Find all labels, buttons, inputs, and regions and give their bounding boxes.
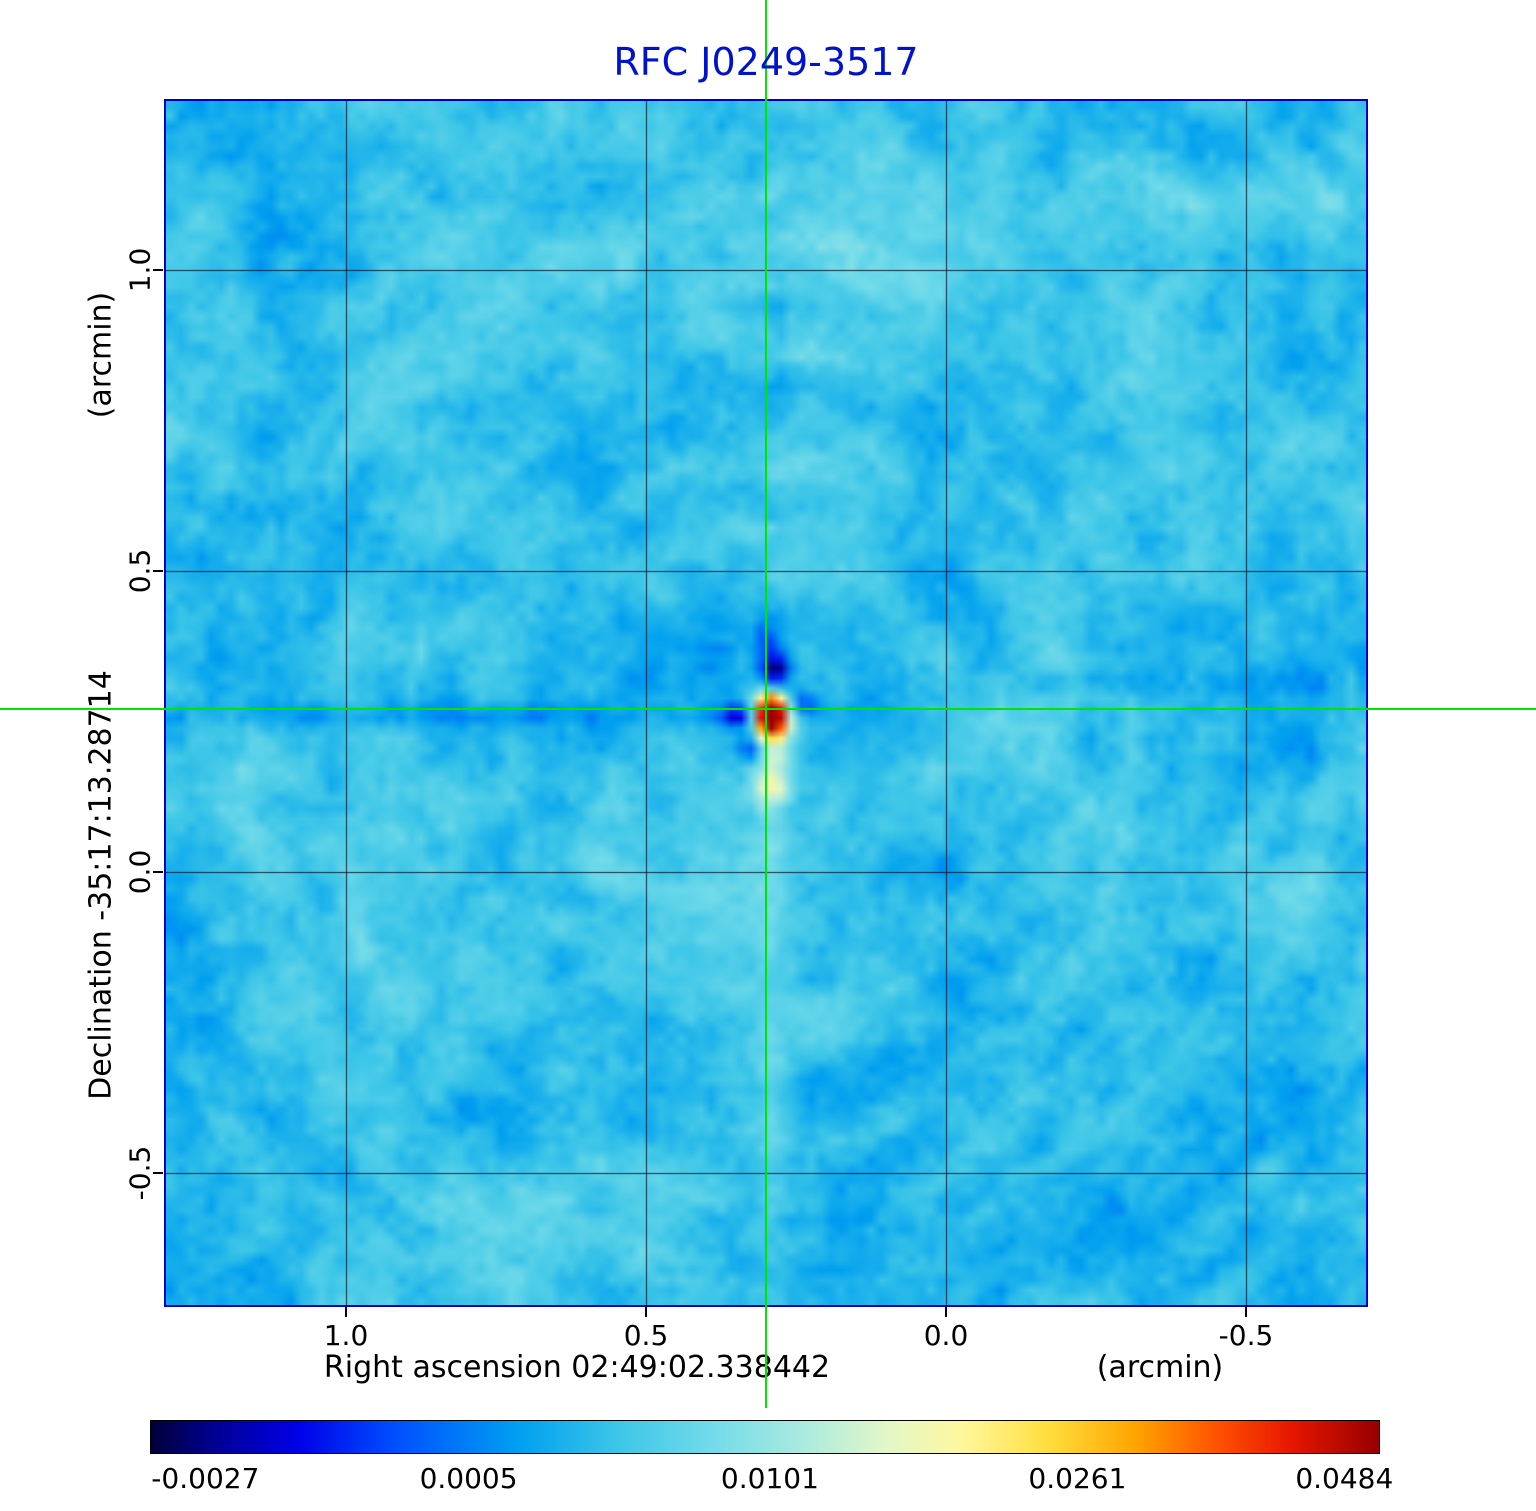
x-tick-mark [1245, 1307, 1247, 1317]
y-axis-unit-label: (arcmin) [83, 291, 119, 419]
colorbar-tick-label: -0.0027 [151, 1462, 260, 1495]
y-tick-label: 0.5 [123, 548, 157, 593]
x-tick-label: 0.0 [923, 1319, 969, 1352]
x-tick-label: 0.5 [623, 1319, 669, 1352]
x-tick-label: -0.5 [1218, 1319, 1274, 1352]
colorbar [150, 1420, 1380, 1454]
colorbar-tick-label: 0.0261 [1028, 1462, 1127, 1495]
crosshair-vertical-line [765, 0, 767, 1408]
x-tick-mark [645, 1307, 647, 1317]
x-axis-label: Right ascension 02:49:02.338442 [323, 1350, 831, 1385]
x-tick-mark [345, 1307, 347, 1317]
x-tick-mark [945, 1307, 947, 1317]
figure-title: RFC J0249-3517 [613, 40, 919, 84]
colorbar-tick-label: 0.0101 [720, 1462, 819, 1495]
x-tick-label: 1.0 [323, 1319, 369, 1352]
y-axis-label: Declination -35:17:13.28714 [83, 670, 119, 1100]
y-tick-mark [153, 569, 163, 572]
y-tick-mark [153, 268, 163, 271]
y-tick-label: -0.5 [123, 1145, 157, 1200]
crosshair-horizontal-line [0, 708, 1536, 711]
y-tick-label: 0.0 [123, 849, 157, 894]
x-axis-unit-label: (arcmin) [1096, 1350, 1224, 1385]
y-tick-label: 1.0 [123, 247, 157, 292]
y-tick-mark [153, 870, 163, 873]
y-tick-mark [153, 1171, 163, 1174]
colorbar-tick-label: 0.0484 [1295, 1462, 1394, 1495]
colorbar-tick-label: 0.0005 [419, 1462, 518, 1495]
